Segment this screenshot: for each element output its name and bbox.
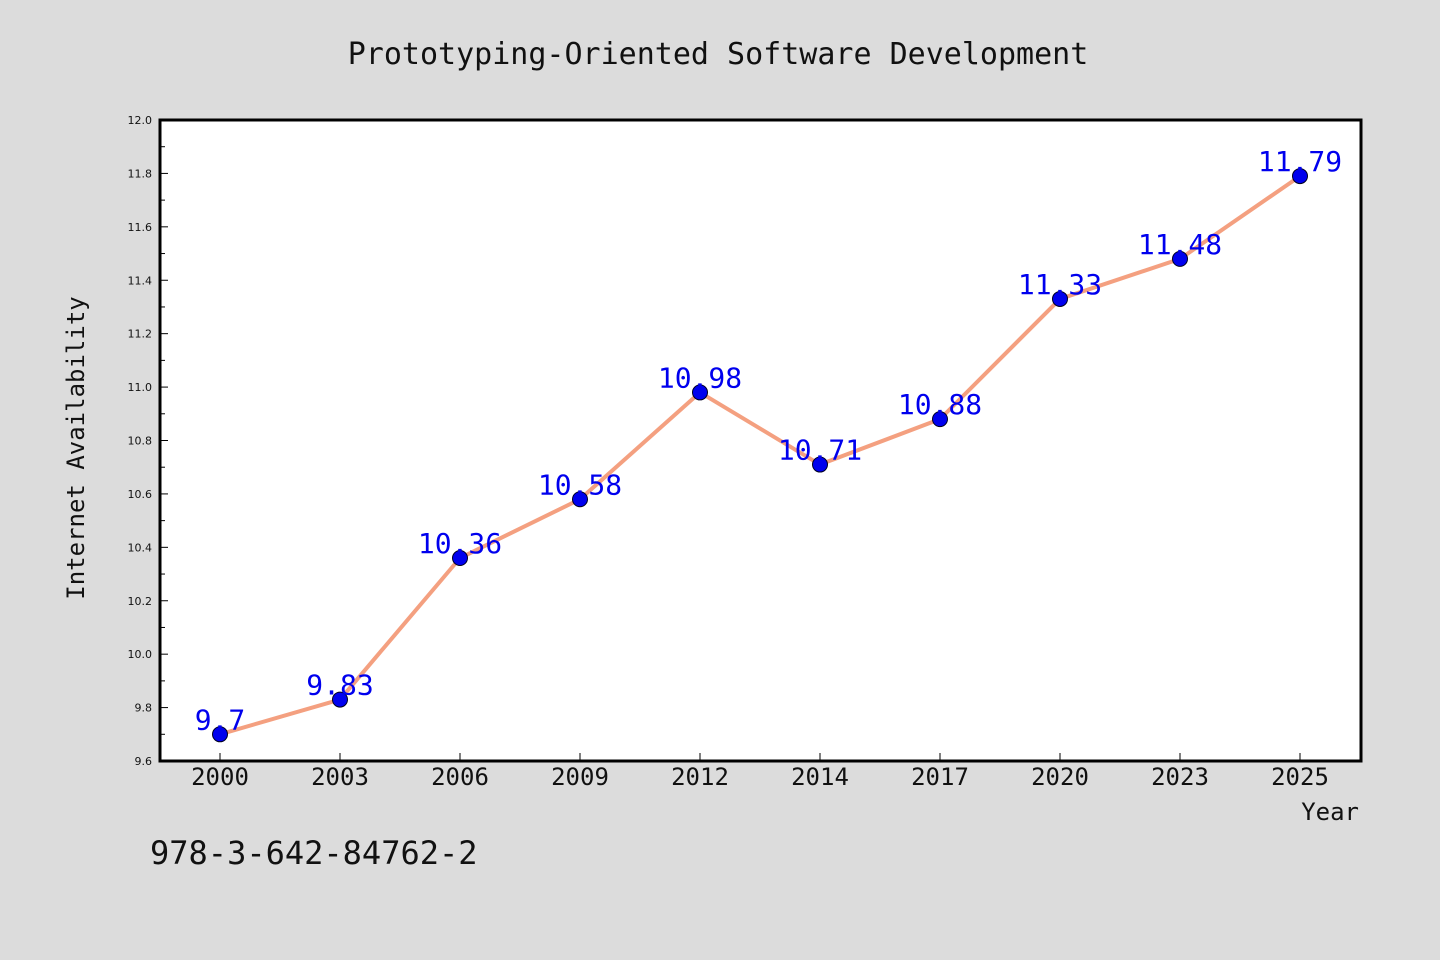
y-tick-label: 10.4 [128,541,153,554]
y-tick-label: 11.2 [128,328,153,341]
x-tick-label: 2003 [311,763,369,791]
y-axis-ticks: 9.6 9.8 10.0 10.2 10.4 10.6 10.8 11.0 11.2 11.4 11… [128,114,168,768]
x-axis-ticks: 2000 2003 2006 2009 2012 2014 2017 2020 2023 2025 [191,753,1329,791]
data-point-marker [332,691,348,708]
y-tick-label: 10.8 [128,435,153,448]
data-label: 10.71 [778,434,862,467]
data-point-marker [452,550,468,567]
data-label: 10.88 [898,388,982,421]
y-tick-label: 10.6 [128,488,153,501]
data-point-marker [1172,250,1188,267]
y-tick-label: 11.4 [128,274,153,287]
x-axis-label: Year [1301,798,1359,826]
y-axis-label: Internet Availability [62,296,90,599]
x-tick-label: 2012 [671,763,729,791]
y-tick-label: 10.0 [128,648,153,661]
series-line [218,174,1302,737]
x-tick-label: 2017 [911,763,969,791]
plot-frame [158,118,1363,763]
plot-area [160,120,1361,761]
x-tick-label: 2000 [191,763,249,791]
data-point-marker [692,384,708,401]
footer-isbn-text: 978-3-642-84762-2 [150,834,478,872]
data-label: 10.98 [658,361,742,394]
series-layer: 9.7 9.83 10.36 10.58 10.98 10.71 10.88 11.33 11.… [195,145,1342,743]
data-point-marker [1052,290,1068,307]
y-tick-label: 9.6 [135,755,153,768]
x-tick-label: 2006 [431,763,489,791]
x-tick-label: 2020 [1031,763,1089,791]
data-label: 9.83 [306,669,373,702]
data-label: 10.36 [418,527,502,560]
chart-title: Prototyping-Oriented Software Developmen… [348,37,1089,72]
data-point-marker [932,411,948,428]
data-point-marker [572,491,588,508]
data-label: 11.79 [1258,145,1342,178]
data-point-marker [1292,168,1308,185]
data-label: 11.48 [1138,228,1222,261]
x-tick-label: 2009 [551,763,609,791]
y-tick-label: 10.2 [128,595,153,608]
y-tick-label: 12.0 [128,114,153,127]
data-point-marker [212,726,228,743]
y-tick-label: 11.0 [128,381,153,394]
x-tick-label: 2014 [791,763,849,791]
x-tick-label: 2023 [1151,763,1209,791]
y-tick-label: 9.8 [135,702,153,715]
y-tick-label: 11.6 [128,221,153,234]
data-point-marker [812,456,828,473]
data-label: 10.58 [538,468,622,501]
data-label: 9.7 [195,703,246,736]
y-tick-label: 11.8 [128,167,153,180]
data-label: 11.33 [1018,268,1102,301]
x-tick-label: 2025 [1271,763,1329,791]
